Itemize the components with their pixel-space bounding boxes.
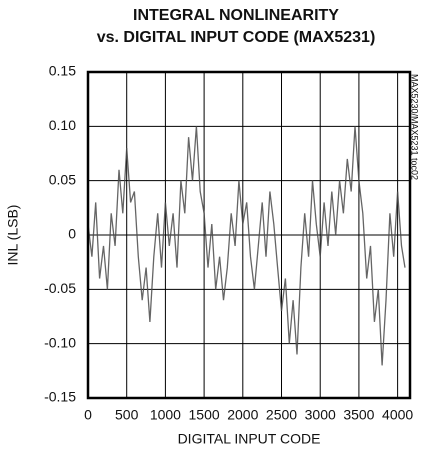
- y-tick-label: 0.15: [49, 63, 76, 79]
- plot-frame: [86, 70, 412, 400]
- x-tick-label: 1500: [189, 407, 220, 423]
- x-tick-label: 1000: [150, 407, 181, 423]
- y-tick-label: -0.15: [44, 389, 76, 405]
- x-tick-label: 500: [115, 407, 139, 423]
- y-tick-label: -0.10: [44, 334, 76, 350]
- y-axis-label: INL (LSB): [5, 205, 21, 266]
- data-line: [87, 126, 406, 366]
- chart-title: vs. DIGITAL INPUT CODE (MAX5231): [97, 29, 376, 46]
- y-tick-label: -0.05: [44, 280, 76, 296]
- x-axis-label: DIGITAL INPUT CODE: [178, 431, 321, 447]
- x-tick-label: 2000: [227, 407, 258, 423]
- annotation: MAX5230/MAX5231 toc02: [410, 74, 420, 180]
- x-tick-label: 3500: [343, 407, 374, 423]
- x-tick-label: 4000: [382, 407, 413, 423]
- y-tick-label: 0.05: [49, 171, 76, 187]
- y-tick-label: 0: [68, 226, 76, 242]
- x-tick-label: 0: [84, 407, 92, 423]
- chart-title: INTEGRAL NONLINEARITY: [133, 7, 339, 24]
- x-tick-label: 3000: [305, 407, 336, 423]
- x-tick-label: 2500: [266, 407, 297, 423]
- y-tick-label: 0.10: [49, 117, 76, 133]
